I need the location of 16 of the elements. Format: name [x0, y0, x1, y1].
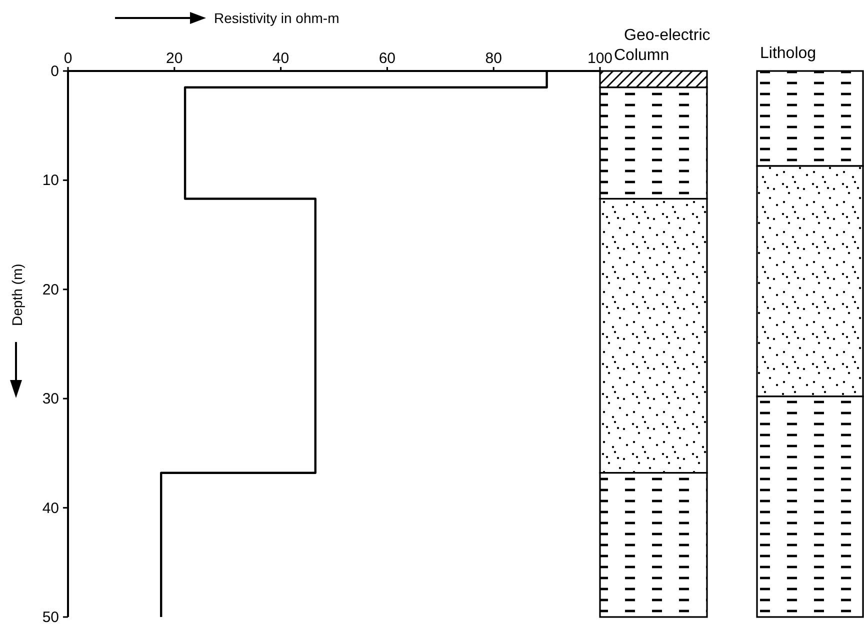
y-tick-label: 10 — [42, 172, 59, 190]
x-tick-label: 40 — [272, 50, 290, 67]
y-tick-label: 0 — [50, 63, 59, 80]
x-tick-label: 80 — [485, 50, 502, 67]
y-tick-label: 40 — [42, 500, 59, 517]
y-tick-label: 50 — [42, 609, 59, 626]
x-tick-label: 60 — [378, 50, 396, 67]
x-tick-label: 20 — [166, 50, 183, 67]
text: Litholog — [760, 45, 816, 62]
y-tick-label: 30 — [42, 390, 59, 408]
x-tick-label: 100 — [587, 50, 613, 67]
y-axis-title: Depth (m) — [9, 264, 25, 326]
x-tick-label: 0 — [64, 50, 72, 67]
x-axis-title: Resistivity in ohm-m — [214, 10, 340, 26]
text: Geo-electric Column — [614, 27, 710, 64]
y-tick-label: 20 — [42, 281, 59, 298]
